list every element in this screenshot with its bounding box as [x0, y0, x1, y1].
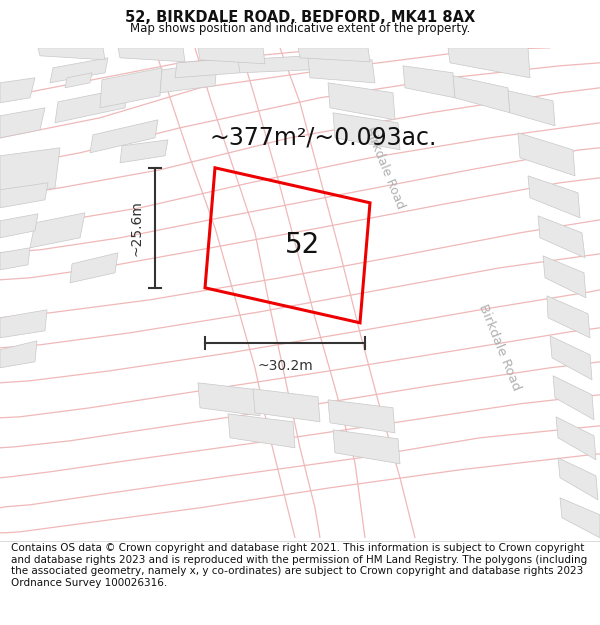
Polygon shape	[333, 430, 400, 464]
Polygon shape	[0, 78, 35, 102]
Polygon shape	[0, 182, 48, 208]
Polygon shape	[0, 248, 30, 270]
Polygon shape	[238, 56, 310, 72]
Polygon shape	[0, 341, 37, 367]
Text: ~30.2m: ~30.2m	[257, 359, 313, 372]
Polygon shape	[560, 498, 600, 538]
Polygon shape	[90, 120, 158, 152]
Polygon shape	[118, 48, 185, 62]
Polygon shape	[328, 82, 395, 120]
Text: 52: 52	[285, 231, 320, 259]
Polygon shape	[550, 336, 592, 380]
Polygon shape	[538, 216, 585, 258]
Polygon shape	[228, 414, 295, 447]
Polygon shape	[0, 148, 60, 198]
Polygon shape	[308, 58, 375, 82]
Polygon shape	[120, 140, 168, 162]
Text: ~25.6m: ~25.6m	[130, 200, 144, 256]
Polygon shape	[453, 76, 510, 112]
Text: Map shows position and indicative extent of the property.: Map shows position and indicative extent…	[130, 22, 470, 35]
Polygon shape	[198, 382, 260, 416]
Polygon shape	[518, 132, 575, 176]
Polygon shape	[50, 58, 108, 82]
Polygon shape	[0, 214, 38, 238]
Polygon shape	[543, 256, 586, 298]
Polygon shape	[448, 48, 530, 78]
Polygon shape	[65, 72, 92, 88]
Text: ~377m²/~0.093ac.: ~377m²/~0.093ac.	[210, 126, 437, 150]
Polygon shape	[333, 112, 400, 150]
Polygon shape	[0, 107, 45, 138]
Polygon shape	[403, 66, 455, 98]
Polygon shape	[558, 458, 598, 500]
Polygon shape	[553, 376, 594, 420]
Text: Birkdale Road: Birkdale Road	[362, 125, 407, 211]
Polygon shape	[38, 48, 105, 60]
Polygon shape	[556, 417, 596, 460]
Polygon shape	[0, 310, 47, 338]
Text: Birkdale Road: Birkdale Road	[476, 302, 523, 393]
Text: Contains OS data © Crown copyright and database right 2021. This information is : Contains OS data © Crown copyright and d…	[11, 543, 587, 588]
Polygon shape	[528, 176, 580, 218]
Polygon shape	[55, 88, 128, 122]
Polygon shape	[508, 91, 555, 126]
Polygon shape	[100, 68, 162, 108]
Polygon shape	[30, 213, 85, 248]
Polygon shape	[328, 400, 395, 432]
Polygon shape	[175, 58, 242, 78]
Polygon shape	[298, 48, 370, 62]
Polygon shape	[160, 62, 217, 92]
Polygon shape	[253, 389, 320, 422]
Polygon shape	[198, 48, 265, 64]
Polygon shape	[547, 296, 590, 338]
Polygon shape	[70, 253, 118, 282]
Text: 52, BIRKDALE ROAD, BEDFORD, MK41 8AX: 52, BIRKDALE ROAD, BEDFORD, MK41 8AX	[125, 10, 475, 25]
